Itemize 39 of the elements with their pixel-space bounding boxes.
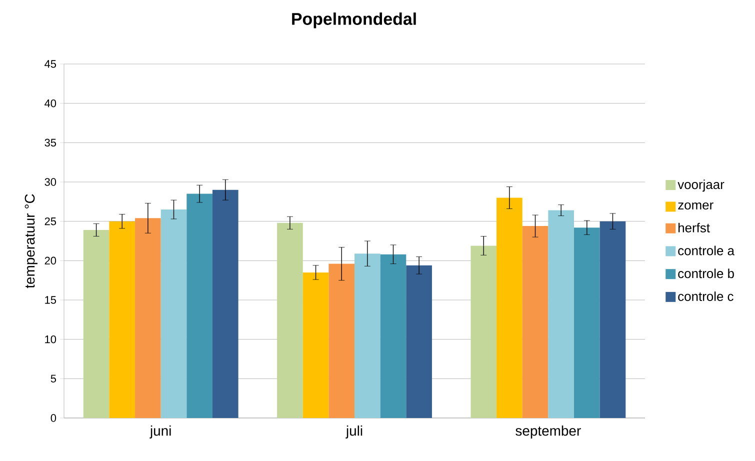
bar — [212, 190, 238, 418]
bar — [548, 210, 574, 418]
bar — [522, 226, 548, 418]
bar — [160, 210, 187, 418]
bar — [135, 218, 161, 418]
legend-label: voorjaar — [678, 180, 724, 192]
bar — [83, 230, 110, 418]
bar — [186, 194, 212, 418]
y-tick-label: 35 — [44, 138, 56, 147]
y-axis-title: temperatuur °C — [24, 194, 38, 288]
y-tick-label: 0 — [50, 414, 56, 422]
bar — [328, 264, 355, 418]
bar — [496, 198, 522, 418]
bar — [302, 272, 329, 418]
y-tick-label: 25 — [44, 217, 56, 226]
y-tick-label: 5 — [50, 374, 56, 382]
bar — [574, 228, 600, 418]
bar — [354, 254, 380, 418]
bar — [600, 221, 626, 418]
bar — [470, 246, 497, 418]
bar — [109, 221, 136, 418]
y-tick-label: 40 — [44, 99, 56, 108]
chart-title: Popelmondedal — [292, 12, 416, 28]
legend-label: controle c — [678, 291, 734, 302]
bar — [277, 222, 303, 418]
legend-label: controle b — [678, 268, 734, 278]
x-tick-label: september — [516, 426, 581, 438]
y-tick-label: 20 — [44, 256, 56, 265]
bar — [406, 265, 432, 418]
x-tick-label: juli — [346, 426, 362, 438]
y-tick-label: 10 — [45, 335, 56, 344]
y-tick-label: 30 — [44, 178, 56, 186]
x-tick-label: juni — [150, 426, 171, 438]
legend-label: herfst — [678, 222, 710, 232]
y-tick-label: 15 — [45, 296, 56, 304]
y-tick-label: 45 — [44, 60, 56, 68]
legend-label: zomer — [678, 202, 714, 210]
legend-label: controle a — [678, 246, 734, 256]
bar — [380, 254, 406, 418]
